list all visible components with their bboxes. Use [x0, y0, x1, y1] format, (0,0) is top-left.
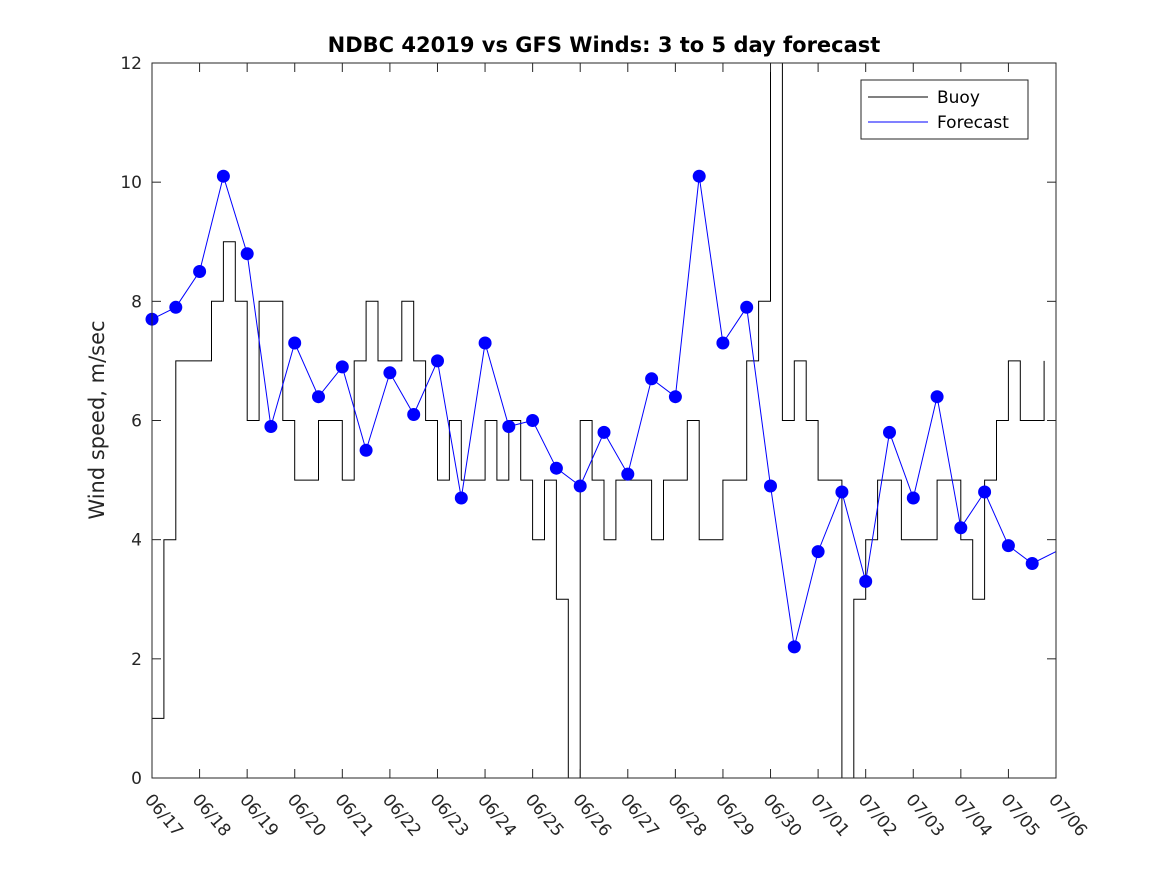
forecast-point — [668, 390, 682, 404]
y-tick-label: 4 — [131, 531, 142, 551]
forecast-point — [407, 408, 421, 421]
forecast-point — [478, 336, 492, 350]
y-tick-label: 12 — [120, 54, 142, 74]
y-tick-label: 8 — [131, 292, 142, 312]
forecast-point — [216, 169, 230, 183]
legend-buoy-label: Buoy — [937, 88, 980, 108]
forecast-point — [764, 479, 777, 493]
y-axis-label: Wind speed, m/sec — [85, 320, 109, 519]
forecast-point — [1001, 539, 1015, 553]
forecast-point — [335, 360, 349, 374]
forecast-point — [811, 545, 825, 559]
forecast-point — [835, 485, 849, 499]
forecast-point — [930, 390, 944, 404]
forecast-point — [359, 443, 373, 457]
forecast-point — [288, 336, 302, 350]
legend: Buoy Forecast — [860, 79, 1029, 140]
forecast-point — [692, 169, 706, 183]
forecast-point — [978, 485, 992, 499]
forecast-point — [645, 372, 659, 386]
forecast-point — [573, 479, 587, 493]
forecast-point — [740, 300, 754, 314]
forecast-point — [621, 467, 635, 481]
forecast-point — [906, 491, 920, 505]
plot-area — [152, 63, 1056, 778]
y-tick-label: 6 — [131, 412, 142, 432]
forecast-point — [193, 265, 207, 278]
buoy-series-line — [152, 62, 1045, 779]
y-tick-label: 10 — [120, 173, 142, 193]
forecast-point — [502, 420, 516, 433]
marker-layer — [145, 169, 1039, 654]
forecast-point — [454, 491, 468, 505]
forecast-point — [787, 640, 801, 654]
forecast-point — [526, 414, 540, 427]
forecast-point — [954, 521, 968, 535]
forecast-point — [431, 354, 444, 368]
legend-forecast-label: Forecast — [937, 113, 1009, 133]
forecast-point — [716, 336, 730, 350]
forecast-point — [264, 420, 278, 433]
forecast-point — [312, 390, 325, 404]
forecast-point — [1025, 557, 1039, 570]
chart-title: NDBC 42019 vs GFS Winds: 3 to 5 day fore… — [328, 33, 881, 57]
y-tick-label: 2 — [131, 650, 142, 670]
forecast-point — [597, 425, 611, 439]
forecast-point — [169, 300, 183, 314]
forecast-point — [240, 247, 254, 261]
forecast-point — [549, 461, 563, 475]
legend-box — [860, 79, 1029, 140]
y-tick-label: 0 — [131, 769, 142, 789]
forecast-point — [883, 425, 896, 439]
forecast-point — [383, 366, 397, 380]
forecast-point — [859, 574, 873, 588]
